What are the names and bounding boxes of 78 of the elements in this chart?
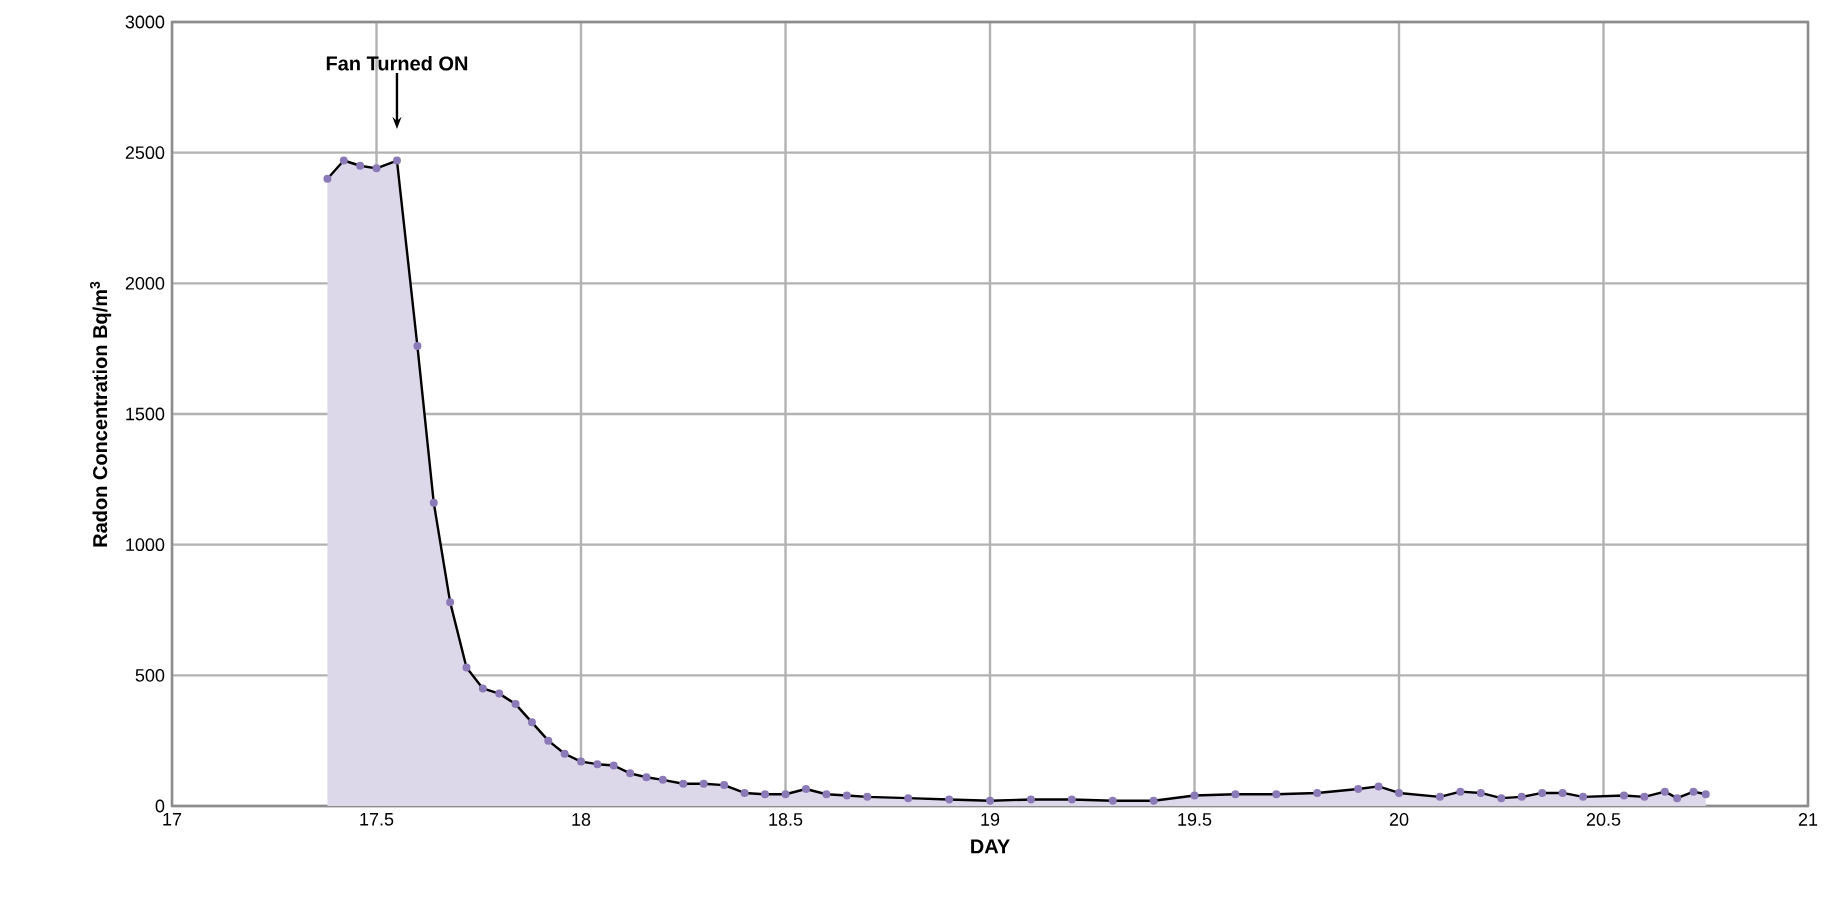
x-axis-title: DAY (971, 839, 1010, 854)
point (842, 791, 851, 800)
point (904, 794, 913, 803)
point (1313, 788, 1322, 797)
annotation: Fan Turned ON (326, 55, 468, 71)
point (1701, 790, 1710, 799)
point (1026, 795, 1035, 804)
y-tick-label: 2000 (125, 276, 165, 290)
point (1619, 791, 1628, 800)
x-tick-label: 17 (163, 813, 182, 826)
point (679, 779, 688, 788)
point (642, 773, 651, 782)
point (1538, 788, 1547, 797)
y-tick-label: 0 (155, 799, 165, 813)
point (1456, 787, 1465, 796)
x-tick-label: 20 (1389, 813, 1409, 826)
y-axis-title: Radon Concentration Bq/m$^{3}$ (90, 281, 112, 547)
y-tick-label: 1500 (126, 407, 165, 421)
point (1660, 787, 1669, 796)
y-tick-label: 500 (135, 668, 165, 682)
point (720, 781, 729, 790)
point (1673, 794, 1682, 803)
point (511, 700, 520, 709)
point (1190, 791, 1199, 800)
y-tick-label: 1000 (126, 538, 165, 552)
point (413, 342, 422, 351)
point (658, 775, 667, 784)
point (863, 792, 872, 801)
x-tick-label: 18 (572, 813, 591, 826)
point (1435, 792, 1444, 801)
point (1354, 785, 1363, 794)
point (1395, 788, 1404, 797)
point (392, 156, 401, 165)
point (1374, 782, 1383, 791)
point (478, 684, 487, 693)
point (577, 757, 586, 766)
point (527, 718, 536, 727)
point (761, 790, 770, 799)
x-tick-label: 19.5 (1178, 813, 1212, 826)
point (781, 790, 790, 799)
point (822, 790, 831, 799)
y-tick-label: 3000 (125, 15, 165, 29)
point (429, 498, 438, 507)
point (1558, 788, 1567, 797)
point (945, 795, 954, 804)
point (462, 663, 471, 672)
point (372, 164, 381, 173)
point (1272, 790, 1281, 799)
point (495, 689, 504, 698)
point (1497, 794, 1506, 803)
point (339, 156, 348, 165)
point (609, 761, 618, 770)
point (1067, 795, 1076, 804)
point (1476, 788, 1485, 797)
point (1689, 787, 1698, 796)
point (986, 796, 995, 805)
x-tick-label: 19 (981, 813, 1000, 826)
point (699, 779, 708, 788)
point (446, 598, 455, 607)
x-tick-label: 20.5 (1586, 813, 1621, 826)
x-tick-label: 21 (1798, 813, 1818, 826)
point (740, 788, 749, 797)
point (1108, 796, 1117, 805)
point (323, 174, 332, 183)
point (593, 760, 602, 769)
point (1640, 792, 1649, 801)
point (1149, 796, 1158, 805)
point (1231, 790, 1240, 799)
point (1579, 792, 1588, 801)
point (356, 161, 365, 170)
point (626, 769, 635, 778)
point (544, 736, 553, 745)
point (560, 749, 569, 758)
y-tick-label: 2500 (125, 146, 165, 160)
point (1517, 792, 1526, 801)
x-tick-label: 17.5 (360, 813, 394, 826)
point (801, 785, 810, 794)
x-tick-label: 18.5 (769, 813, 803, 826)
